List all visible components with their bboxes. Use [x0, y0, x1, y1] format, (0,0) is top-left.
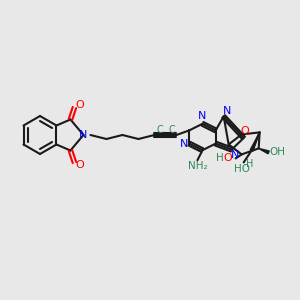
Text: O: O — [75, 100, 84, 110]
Text: N: N — [198, 111, 207, 121]
Text: H: H — [246, 159, 253, 170]
Text: HO: HO — [234, 164, 250, 174]
Text: C: C — [156, 125, 163, 135]
Text: N: N — [79, 130, 88, 140]
Text: N: N — [180, 139, 188, 148]
Text: O: O — [240, 126, 249, 136]
Text: C: C — [168, 125, 175, 135]
Text: N: N — [223, 106, 231, 116]
Polygon shape — [250, 132, 260, 151]
Text: O: O — [223, 153, 232, 164]
Polygon shape — [259, 148, 269, 154]
Text: N: N — [230, 150, 239, 160]
Text: O: O — [75, 160, 84, 170]
Text: NH₂: NH₂ — [188, 161, 207, 171]
Text: H: H — [216, 153, 224, 164]
Text: OH: OH — [270, 147, 286, 158]
